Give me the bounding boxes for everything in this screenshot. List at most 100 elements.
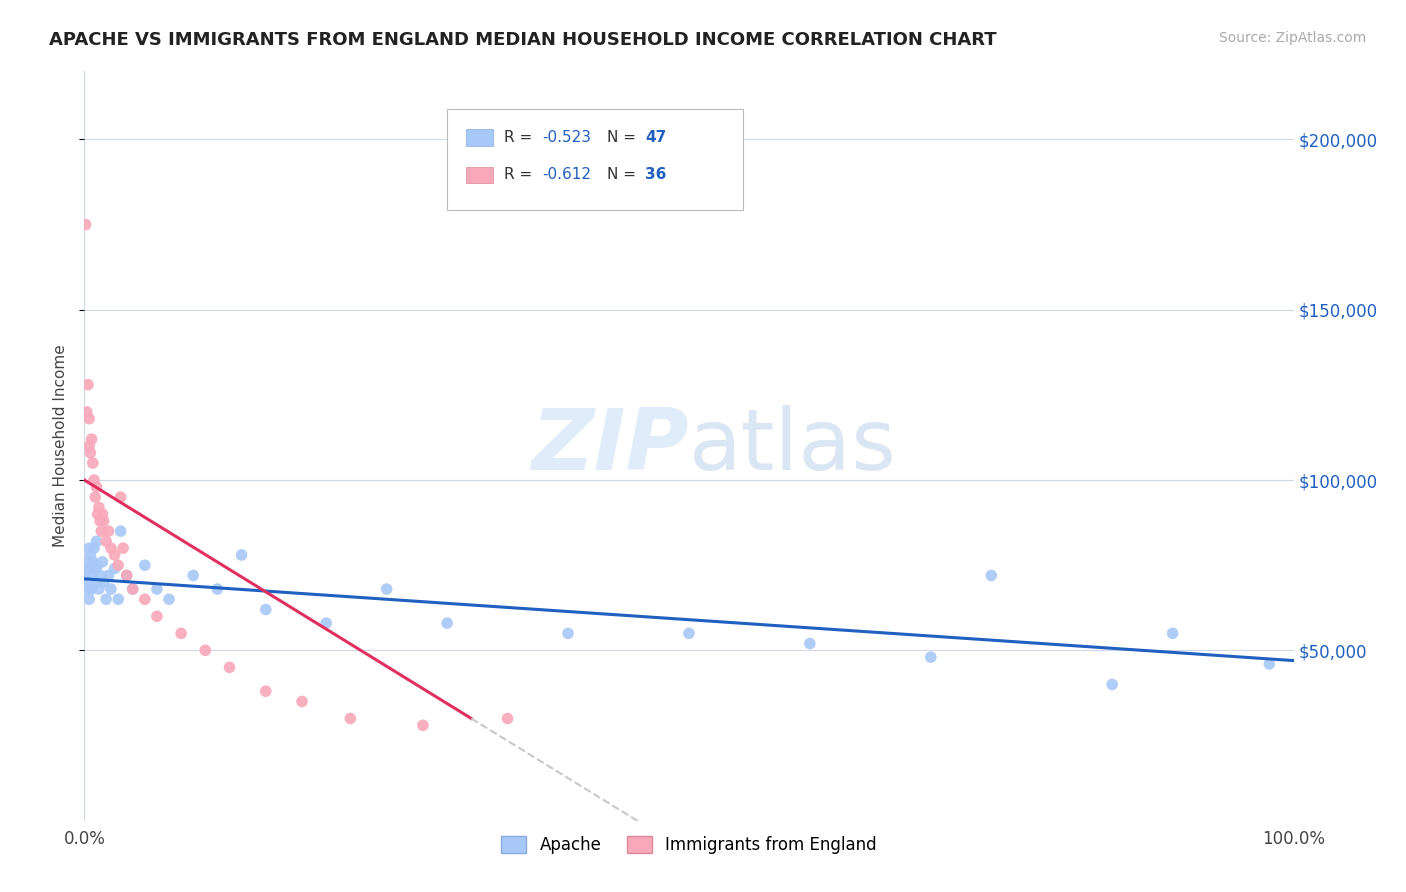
Point [87, 500, 110, 515]
Point [157, 592, 180, 607]
Point [496, 711, 519, 725]
Point [75, 218, 97, 232]
Point [84, 490, 107, 504]
Point [87, 582, 110, 596]
Legend: Apache, Immigrants from England: Apache, Immigrants from England [495, 830, 883, 861]
FancyBboxPatch shape [447, 109, 744, 210]
Point [80, 432, 103, 446]
Point [100, 541, 122, 556]
Text: Source: ZipAtlas.com: Source: ZipAtlas.com [1219, 31, 1367, 45]
Point [121, 582, 143, 596]
Point [112, 541, 135, 556]
Point [89, 568, 111, 582]
Point [1161, 626, 1184, 640]
FancyBboxPatch shape [467, 129, 494, 145]
Text: 36: 36 [645, 168, 666, 182]
Point [291, 694, 314, 708]
Point [91, 555, 114, 569]
Point [84, 561, 107, 575]
Point [104, 561, 127, 575]
Point [104, 548, 127, 562]
Point [86, 558, 108, 573]
Point [1258, 657, 1281, 671]
Text: N =: N = [607, 130, 641, 145]
Point [146, 609, 169, 624]
Point [194, 643, 217, 657]
Point [412, 718, 434, 732]
Point [80, 582, 103, 596]
Point [110, 524, 132, 538]
Point [107, 592, 129, 607]
Point [134, 558, 156, 573]
Point [920, 650, 942, 665]
Point [181, 568, 204, 582]
Text: R =: R = [503, 168, 537, 182]
Point [107, 558, 129, 573]
Point [79, 548, 101, 562]
Point [77, 377, 100, 392]
Point [82, 555, 104, 569]
Point [86, 575, 108, 590]
Point [86, 534, 108, 549]
Point [89, 514, 111, 528]
Point [110, 490, 132, 504]
Point [115, 568, 138, 582]
Point [75, 568, 97, 582]
Text: ZIP: ZIP [531, 404, 689, 488]
Point [93, 514, 115, 528]
Text: -0.523: -0.523 [543, 130, 592, 145]
Point [77, 592, 100, 607]
Point [1101, 677, 1123, 691]
Point [80, 568, 103, 582]
Point [76, 582, 98, 596]
Point [678, 626, 700, 640]
Point [93, 575, 115, 590]
Point [86, 507, 108, 521]
Point [83, 541, 105, 556]
Text: -0.612: -0.612 [543, 168, 592, 182]
Point [90, 524, 112, 538]
Point [557, 626, 579, 640]
Point [315, 616, 337, 631]
Point [76, 405, 98, 419]
Text: APACHE VS IMMIGRANTS FROM ENGLAND MEDIAN HOUSEHOLD INCOME CORRELATION CHART: APACHE VS IMMIGRANTS FROM ENGLAND MEDIAN… [49, 31, 997, 49]
Point [254, 602, 277, 616]
Text: N =: N = [607, 168, 641, 182]
Point [207, 582, 229, 596]
Point [375, 582, 398, 596]
Text: atlas: atlas [689, 404, 897, 488]
Point [91, 507, 114, 521]
Point [218, 660, 240, 674]
Point [339, 711, 361, 725]
Point [79, 561, 101, 575]
Y-axis label: Median Household Income: Median Household Income [53, 344, 69, 548]
Point [77, 411, 100, 425]
Point [79, 446, 101, 460]
Point [100, 582, 122, 596]
Point [436, 616, 458, 631]
Point [121, 582, 143, 596]
Point [146, 582, 169, 596]
Text: R =: R = [503, 130, 537, 145]
Point [170, 626, 193, 640]
Point [254, 684, 277, 698]
Point [97, 568, 120, 582]
FancyBboxPatch shape [467, 167, 494, 183]
Point [77, 439, 100, 453]
Point [115, 568, 138, 582]
Point [77, 575, 100, 590]
Point [82, 456, 104, 470]
Point [86, 480, 108, 494]
Point [83, 473, 105, 487]
Point [980, 568, 1002, 582]
Point [77, 541, 100, 556]
Point [231, 548, 253, 562]
Text: 47: 47 [645, 130, 666, 145]
Point [77, 555, 100, 569]
Point [94, 592, 117, 607]
Point [134, 592, 156, 607]
Point [97, 524, 120, 538]
Point [94, 534, 117, 549]
Point [76, 561, 98, 575]
Point [799, 636, 821, 650]
